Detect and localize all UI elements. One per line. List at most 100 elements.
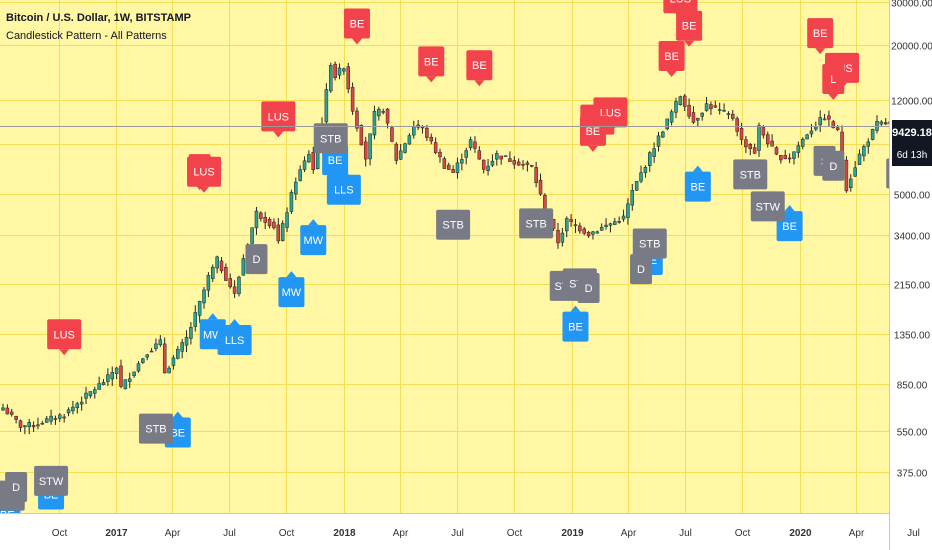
- candle-body: [796, 145, 801, 153]
- candle-body: [23, 425, 27, 428]
- candle: [101, 379, 106, 386]
- pattern-label-box: [684, 171, 711, 202]
- candle: [66, 407, 71, 417]
- pattern-label-box: [217, 325, 252, 356]
- candle-body: [123, 379, 128, 390]
- candle: [9, 408, 14, 417]
- candle: [674, 97, 678, 119]
- candle-body: [818, 117, 822, 126]
- candle: [381, 108, 385, 115]
- pattern-label-text: LLS: [225, 335, 245, 347]
- candle: [333, 61, 337, 81]
- candle-body: [578, 225, 582, 232]
- time-axis[interactable]: [0, 513, 889, 550]
- candle: [237, 275, 241, 297]
- x-tick-label: Oct: [735, 528, 751, 539]
- candle: [560, 227, 565, 247]
- pattern-label-neutral: D: [5, 471, 28, 502]
- candle: [442, 156, 447, 169]
- candle-body: [643, 167, 648, 173]
- y-tick-label: 5000.00: [894, 191, 931, 202]
- candle-body: [525, 162, 530, 165]
- candle: [573, 218, 578, 233]
- candle: [23, 425, 27, 435]
- pattern-label-box: [750, 191, 785, 222]
- candle-body: [678, 96, 683, 105]
- candle-body: [556, 229, 560, 244]
- candle: [132, 371, 136, 378]
- candle-body: [237, 276, 241, 295]
- pattern-label-box: [577, 272, 600, 303]
- pattern-label-pointer: [666, 70, 677, 77]
- candle: [774, 146, 779, 156]
- candle: [88, 391, 93, 399]
- candle: [62, 413, 66, 423]
- pattern-label-text: STB: [639, 238, 660, 250]
- candle: [608, 222, 613, 233]
- pattern-label-text: D: [12, 482, 20, 494]
- x-tick-label: 2017: [105, 528, 128, 539]
- y-tick-label: 550.00: [897, 428, 928, 439]
- candle: [429, 133, 434, 145]
- pattern-label-neutral: STB: [519, 208, 554, 239]
- candle: [717, 102, 722, 115]
- candle: [626, 198, 630, 225]
- candle: [682, 93, 687, 111]
- pattern-label-bearish: BE: [807, 18, 834, 55]
- x-tick-label: Apr: [621, 528, 637, 539]
- candle: [329, 62, 333, 93]
- candle-body: [774, 147, 779, 155]
- candle: [521, 160, 525, 170]
- pattern-label-text: STW: [39, 476, 64, 488]
- candle-body: [359, 124, 364, 146]
- candle-body: [420, 126, 425, 129]
- candle-body: [285, 212, 289, 228]
- y-tick-label: 30000.00: [891, 0, 932, 10]
- pattern-label-box: [519, 208, 554, 239]
- candle: [822, 113, 827, 121]
- candle: [176, 346, 180, 360]
- pattern-label-bearish: BE: [418, 46, 445, 83]
- candle: [254, 206, 259, 235]
- candle-body: [621, 215, 626, 220]
- price-axis[interactable]: [889, 0, 932, 550]
- x-tick-label: Oct: [52, 528, 68, 539]
- pattern-label-pointer: [784, 205, 795, 212]
- candle-body: [66, 409, 71, 414]
- candle: [289, 189, 294, 214]
- candle-body: [377, 108, 381, 117]
- candle: [407, 133, 412, 145]
- candle: [783, 149, 787, 160]
- y-tick-label: 3400.00: [894, 232, 931, 243]
- candle-body: [560, 232, 565, 243]
- candle: [477, 146, 482, 160]
- candle: [385, 107, 390, 129]
- pattern-label-box: [187, 156, 222, 187]
- candle-body: [460, 159, 464, 164]
- candle-body: [599, 226, 604, 231]
- pattern-label-text: BE: [813, 28, 828, 40]
- pattern-label-box: [343, 8, 370, 39]
- pattern-label-bearish: BE: [466, 50, 493, 87]
- candle-body: [197, 301, 202, 316]
- candle-body: [97, 383, 101, 390]
- pattern-label-bearish: LUS: [187, 156, 222, 193]
- x-tick-label: Apr: [393, 528, 409, 539]
- candle: [770, 134, 774, 147]
- candle: [324, 83, 329, 126]
- last-price-badge-bg: [892, 120, 932, 166]
- candle-body: [516, 161, 521, 166]
- candle-body: [508, 158, 512, 162]
- candle: [215, 255, 219, 274]
- pattern-label-pointer: [199, 186, 210, 193]
- candle: [377, 106, 381, 121]
- candle-body: [202, 289, 206, 304]
- candle: [473, 136, 477, 153]
- candle-body: [717, 109, 722, 111]
- candle: [652, 142, 656, 163]
- chart-title: Bitcoin / U.S. Dollar, 1W, BITSTAMP: [6, 12, 191, 24]
- candle: [36, 417, 40, 430]
- candle: [93, 386, 97, 399]
- candle-body: [18, 420, 23, 428]
